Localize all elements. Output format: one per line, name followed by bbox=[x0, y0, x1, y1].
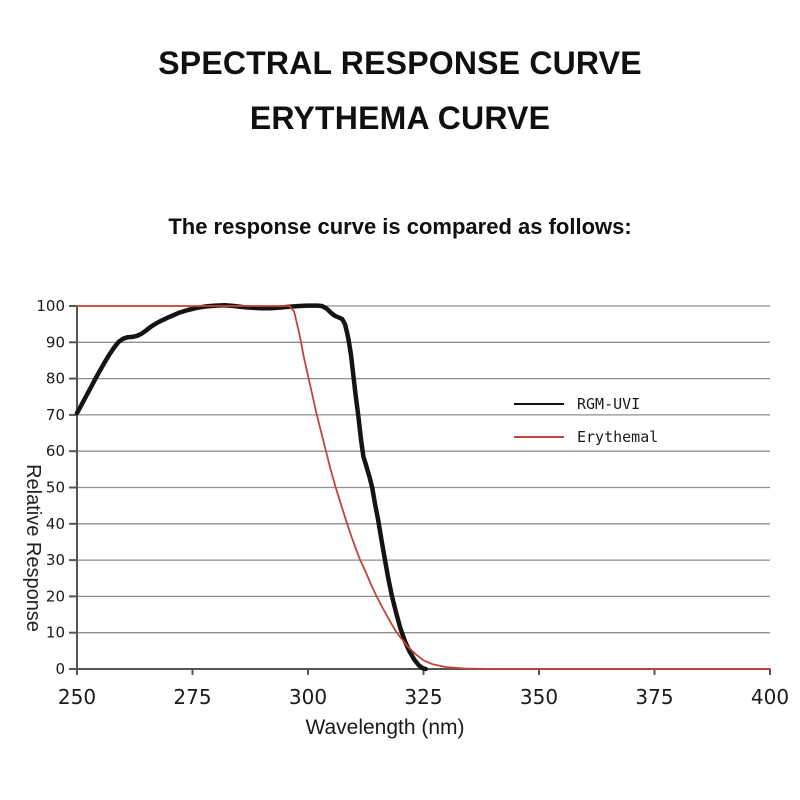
legend-label-erythemal: Erythemal bbox=[577, 428, 659, 446]
x-tick-label-300: 300 bbox=[289, 685, 327, 709]
chart-subtitle: The response curve is compared as follow… bbox=[168, 214, 632, 239]
curve-rgm-uvi bbox=[74, 303, 429, 672]
x-tick-label-275: 275 bbox=[173, 685, 211, 709]
x-tick-label-350: 350 bbox=[520, 685, 558, 709]
curve-erythemal bbox=[76, 305, 771, 670]
x-axis-label: Wavelength (nm) bbox=[305, 716, 465, 739]
chart-legend: RGM-UVI Erythemal bbox=[514, 395, 658, 461]
y-tick-label-40: 40 bbox=[46, 515, 65, 533]
x-tick-label-375: 375 bbox=[635, 685, 673, 709]
x-tick-label-250: 250 bbox=[58, 685, 96, 709]
erythemal-line-swatch bbox=[514, 436, 564, 438]
page-title-line2: ERYTHEMA CURVE bbox=[249, 100, 551, 136]
y-tick-label-100: 100 bbox=[36, 297, 65, 315]
x-tick-label-400: 400 bbox=[751, 685, 789, 709]
y-tick-label-60: 60 bbox=[46, 442, 65, 460]
y-axis-label: Relative Response bbox=[22, 464, 44, 632]
y-tick-label-90: 90 bbox=[46, 333, 65, 351]
page-title-line1: SPECTRAL RESPONSE CURVE bbox=[158, 45, 642, 81]
y-tick-label-70: 70 bbox=[46, 406, 65, 424]
y-tick-label-50: 50 bbox=[46, 479, 65, 497]
x-tick-label-325: 325 bbox=[404, 685, 442, 709]
legend-item-erythemal: Erythemal bbox=[514, 428, 658, 446]
y-tick-label-10: 10 bbox=[46, 624, 65, 642]
y-tick-label-20: 20 bbox=[46, 587, 65, 605]
legend-item-rgm-uvi: RGM-UVI bbox=[514, 395, 658, 413]
y-tick-label-30: 30 bbox=[46, 551, 65, 569]
y-tick-label-0: 0 bbox=[55, 660, 65, 678]
rgm-uvi-line-swatch bbox=[514, 402, 564, 406]
legend-label-rgm-uvi: RGM-UVI bbox=[577, 395, 641, 413]
y-tick-label-80: 80 bbox=[46, 370, 65, 388]
